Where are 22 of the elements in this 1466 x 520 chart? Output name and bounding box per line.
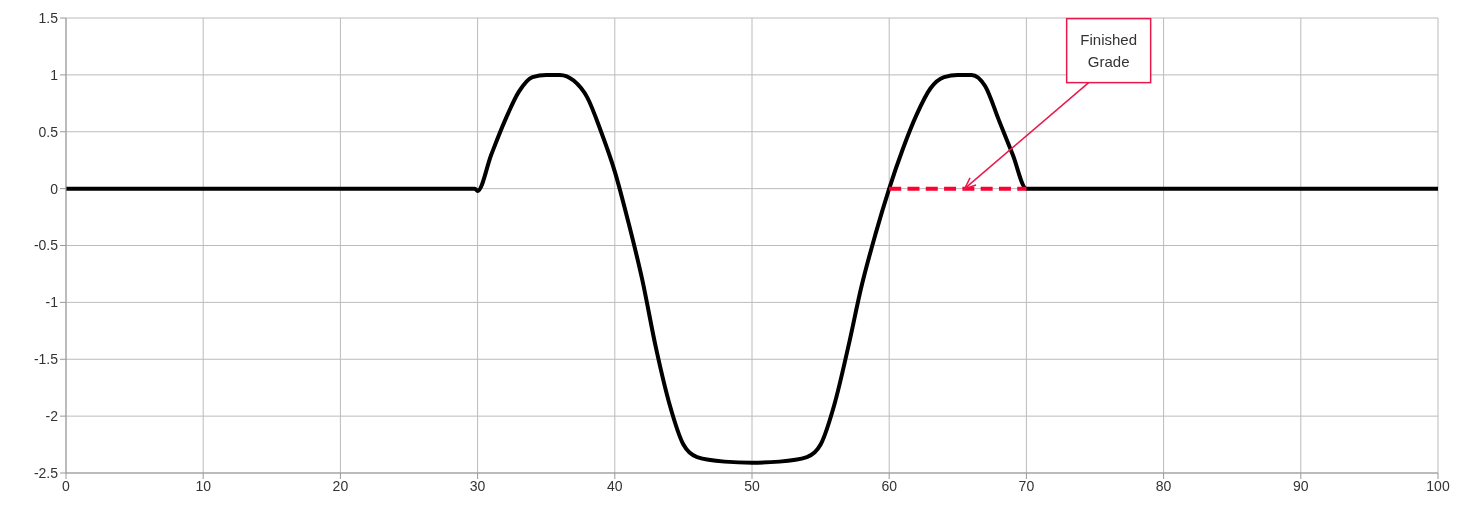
x-tick-label: 70 — [1018, 477, 1035, 494]
x-tick-label: 100 — [1426, 477, 1450, 494]
x-tick-label: 40 — [607, 477, 623, 494]
x-tick-label: 60 — [881, 477, 898, 494]
y-tick-label: -1.5 — [33, 351, 59, 368]
x-tick-label: 80 — [1155, 477, 1172, 494]
x-tick-label: 0 — [62, 477, 71, 494]
x-tick-label: 50 — [744, 477, 760, 494]
line-series — [66, 72, 1438, 465]
y-tick-label: -2 — [45, 408, 59, 425]
y-tick-label: 1.5 — [38, 9, 59, 26]
x-tick-label: 30 — [469, 477, 486, 494]
y-tick-label: 0.5 — [38, 123, 59, 140]
y-tick-label: 1 — [50, 66, 59, 83]
x-tick-label: 10 — [195, 477, 212, 494]
annotation: Finished Grade — [1080, 30, 1138, 70]
y-tick-label: -1 — [45, 294, 59, 311]
y-tick-label: -0.5 — [33, 237, 59, 254]
y-tick-label: -2.5 — [33, 464, 59, 481]
x-tick-label: 20 — [332, 477, 349, 494]
x-tick-label: 90 — [1293, 477, 1309, 494]
y-tick-label: 0 — [50, 180, 59, 197]
